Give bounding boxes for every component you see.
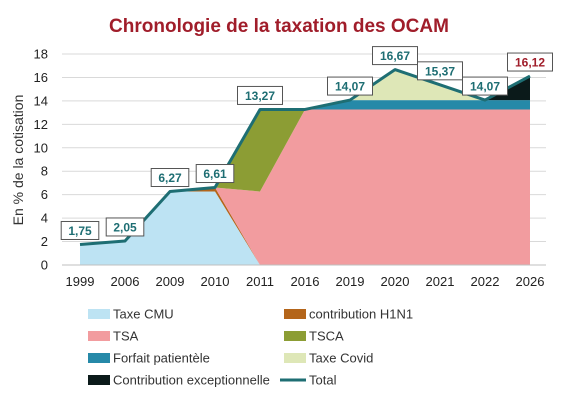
x-tick-label-2020: 2020	[381, 274, 410, 289]
legend-label: Taxe Covid	[309, 351, 373, 366]
legend-swatch	[284, 309, 306, 319]
x-tick-label-2016: 2016	[291, 274, 320, 289]
data-label-text: 16,12	[515, 56, 545, 70]
legend-label: TSA	[113, 329, 139, 344]
legend-swatch	[88, 331, 110, 341]
y-tick-label-8: 8	[41, 164, 48, 179]
data-label-2022: 14,07	[462, 76, 508, 96]
y-tick-label-4: 4	[41, 211, 48, 226]
legend-label: contribution H1N1	[309, 307, 413, 322]
y-tick-label-18: 18	[34, 47, 48, 62]
data-label-box	[327, 76, 373, 96]
data-label-text: 1,75	[68, 224, 92, 238]
y-tick-label-16: 16	[34, 70, 48, 85]
y-tick-label-14: 14	[34, 93, 48, 108]
legend-swatch	[88, 353, 110, 363]
data-label-box	[507, 52, 553, 72]
legend-label: Contribution exceptionnelle	[113, 373, 270, 388]
data-label-text: 2,05	[113, 220, 137, 234]
data-label-text: 6,61	[203, 167, 227, 181]
chart-title: Chronologie de la taxation des OCAM	[109, 16, 449, 37]
y-tick-label-0: 0	[41, 258, 48, 273]
x-tick-label-2021: 2021	[426, 274, 455, 289]
legend-label: Total	[309, 373, 337, 388]
data-label-1999: 1,75	[60, 220, 100, 240]
legend: Taxe CMU contribution H1N1 TSA TSCA Forfait …	[88, 307, 413, 388]
data-label-box	[150, 168, 190, 188]
x-tick-label-2026: 2026	[516, 274, 545, 289]
data-label-box	[105, 217, 145, 237]
area-layer	[80, 69, 530, 265]
data-label-2021: 15,37	[417, 61, 463, 81]
y-tick-label-2: 2	[41, 234, 48, 249]
legend-label: Forfait patientèle	[113, 351, 210, 366]
data-label-box	[195, 164, 235, 184]
data-label-text: 14,07	[335, 80, 365, 94]
data-label-box	[60, 220, 100, 240]
data-label-2009: 6,27	[150, 168, 190, 188]
x-tick-label-2009: 2009	[156, 274, 185, 289]
data-label-text: 6,27	[158, 171, 182, 185]
legend-swatch	[88, 375, 110, 385]
legend-item-contribution-h1n1: contribution H1N1	[284, 307, 413, 322]
legend-item-forfait-patientele: Forfait patientèle	[88, 351, 210, 366]
line-total	[79, 68, 531, 246]
x-tick-label-2010: 2010	[201, 274, 230, 289]
y-axis-label: En % de la cotisation	[10, 95, 26, 226]
legend-label: Taxe CMU	[113, 307, 174, 322]
axis-layer: 0 2 4 6 8 10 12 14 16 18 1999 2006 2009 2010 2011 2016 2…	[34, 47, 546, 289]
data-label-2020: 16,67	[372, 46, 418, 66]
legend-swatch	[88, 309, 110, 319]
y-tick-label-10: 10	[34, 140, 48, 155]
data-label-text: 15,37	[425, 64, 455, 78]
data-label-2010: 6,61	[195, 164, 235, 184]
legend-item-contribution-exceptionnelle: Contribution exceptionnelle	[88, 373, 270, 388]
legend-item-tsca: TSCA	[284, 329, 344, 344]
data-label-2026: 16,12	[507, 52, 553, 72]
legend-item-taxe-covid: Taxe Covid	[284, 351, 373, 366]
legend-item-tsa: TSA	[88, 329, 139, 344]
y-tick-label-12: 12	[34, 117, 48, 132]
area-taxe-cmu	[80, 191, 530, 265]
legend-label: TSCA	[309, 329, 344, 344]
x-tick-label-2022: 2022	[471, 274, 500, 289]
area-tsa	[80, 109, 530, 265]
x-tick-label-2006: 2006	[111, 274, 140, 289]
data-label-box	[372, 46, 418, 66]
data-label-text: 16,67	[380, 49, 410, 63]
data-label-layer: 1,75 2,05 6,27 6,61 13,27 14,07 16,67 15,37 14,0…	[60, 46, 553, 240]
line-layer	[79, 68, 531, 246]
data-label-box	[417, 61, 463, 81]
data-label-2011: 13,27	[237, 85, 283, 105]
legend-item-taxe-cmu: Taxe CMU	[88, 307, 174, 322]
data-label-text: 13,27	[245, 89, 275, 103]
legend-swatch	[284, 331, 306, 341]
legend-item-total: Total	[280, 373, 337, 388]
legend-swatch	[284, 353, 306, 363]
data-label-2019: 14,07	[327, 76, 373, 96]
x-tick-label-2019: 2019	[336, 274, 365, 289]
data-label-box	[462, 76, 508, 96]
data-label-text: 14,07	[470, 80, 500, 94]
x-tick-label-2011: 2011	[246, 274, 274, 289]
y-tick-label-6: 6	[41, 187, 48, 202]
data-label-box	[237, 85, 283, 105]
data-label-2006: 2,05	[105, 217, 145, 237]
x-tick-label-1999: 1999	[66, 274, 95, 289]
